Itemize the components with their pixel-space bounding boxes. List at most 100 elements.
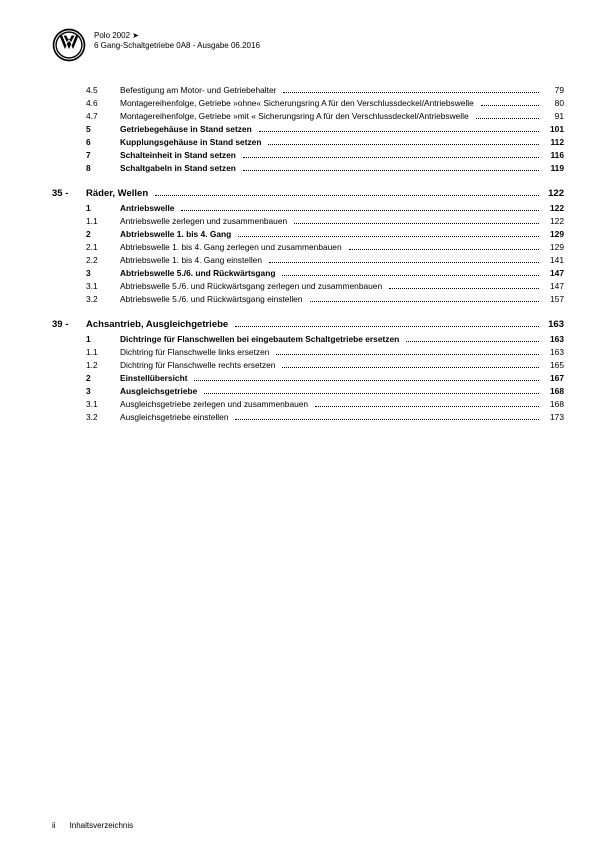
entry-label: Abtriebswelle 1. bis 4. Gang zerlegen un… xyxy=(120,241,346,254)
leader-dots xyxy=(235,413,539,419)
toc-section: 35 -Räder, Wellen1221Antriebswelle1221.1… xyxy=(86,187,564,306)
leader-dots xyxy=(406,335,539,341)
toc-entry: 1.1Dichtring für Flanschwelle links erse… xyxy=(86,346,564,359)
entry-number: 3 xyxy=(86,385,120,398)
entry-label: Schaltgabeln in Stand setzen xyxy=(120,162,240,175)
toc-entry: 1.1Antriebswelle zerlegen und zusammenba… xyxy=(86,215,564,228)
entry-label: Dichtring für Flanschwelle rechts ersetz… xyxy=(120,359,279,372)
entry-number: 2 xyxy=(86,228,120,241)
entry-label: Ausgleichsgetriebe einstellen xyxy=(120,411,232,424)
toc-entry: 3.2Ausgleichsgetriebe einstellen 173 xyxy=(86,411,564,424)
entry-page: 79 xyxy=(542,84,564,97)
entry-label: Einstellübersicht xyxy=(120,372,191,385)
entry-page: 119 xyxy=(542,162,564,175)
leader-dots xyxy=(476,113,539,119)
entry-page: 173 xyxy=(542,411,564,424)
entry-number: 1 xyxy=(86,333,120,346)
leader-dots xyxy=(282,270,539,276)
chapter-title: Räder, Wellen xyxy=(86,187,152,202)
entry-label: Antriebswelle zerlegen und zusammenbauen xyxy=(120,215,291,228)
entry-number: 3 xyxy=(86,267,120,280)
toc-entry: 4.7Montagereihenfolge, Getriebe »mit « S… xyxy=(86,110,564,123)
entry-label: Montagereihenfolge, Getriebe »mit « Sich… xyxy=(120,110,473,123)
leader-dots xyxy=(155,189,539,196)
entry-number: 8 xyxy=(86,162,120,175)
entry-number: 2 xyxy=(86,372,120,385)
chapter-heading: 35 -Räder, Wellen 122 xyxy=(52,187,564,202)
entry-page: 129 xyxy=(542,241,564,254)
toc-entry: 3.1Ausgleichsgetriebe zerlegen und zusam… xyxy=(86,398,564,411)
entry-page: 122 xyxy=(542,202,564,215)
toc-section: 39 -Achsantrieb, Ausgleichgetriebe1631Di… xyxy=(86,318,564,424)
toc-entry: 4.5Befestigung am Motor- und Getriebehal… xyxy=(86,84,564,97)
entry-number: 2.1 xyxy=(86,241,120,254)
entry-page: 147 xyxy=(542,267,564,280)
leader-dots xyxy=(204,387,539,393)
entry-number: 7 xyxy=(86,149,120,162)
leader-dots xyxy=(243,152,539,158)
table-of-contents: 4.5Befestigung am Motor- und Getriebehal… xyxy=(52,84,564,424)
toc-entry: 2.1Abtriebswelle 1. bis 4. Gang zerlegen… xyxy=(86,241,564,254)
entry-label: Befestigung am Motor- und Getriebehalter xyxy=(120,84,280,97)
entry-label: Abtriebswelle 1. bis 4. Gang xyxy=(120,228,235,241)
vw-logo-icon xyxy=(52,28,86,62)
toc-entry: 3Ausgleichsgetriebe 168 xyxy=(86,385,564,398)
entry-label: Ausgleichsgetriebe zerlegen und zusammen… xyxy=(120,398,312,411)
entry-page: 112 xyxy=(542,136,564,149)
entry-page: 165 xyxy=(542,359,564,372)
chapter-number: 39 - xyxy=(52,318,86,333)
entry-page: 163 xyxy=(542,346,564,359)
entry-page: 116 xyxy=(542,149,564,162)
entry-page: 157 xyxy=(542,293,564,306)
entry-label: Dichtring für Flanschwelle links ersetze… xyxy=(120,346,273,359)
entry-page: 91 xyxy=(542,110,564,123)
footer-page-number: ii xyxy=(52,821,56,830)
leader-dots xyxy=(349,244,539,250)
chapter-number: 35 - xyxy=(52,187,86,202)
toc-entry: 8Schaltgabeln in Stand setzen 119 xyxy=(86,162,564,175)
header-model: Polo 2002 ➤ xyxy=(94,31,260,41)
leader-dots xyxy=(235,320,539,327)
entry-number: 3.1 xyxy=(86,398,120,411)
chapter-title: Achsantrieb, Ausgleichgetriebe xyxy=(86,318,232,333)
entry-page: 141 xyxy=(542,254,564,267)
entry-number: 1.2 xyxy=(86,359,120,372)
leader-dots xyxy=(276,348,539,354)
toc-entry: 1Antriebswelle 122 xyxy=(86,202,564,215)
entry-label: Getriebegehäuse in Stand setzen xyxy=(120,123,256,136)
entry-label: Abtriebswelle 5./6. und Rückwärtsgang ze… xyxy=(120,280,386,293)
toc-entry: 1Dichtringe für Flanschwellen bei eingeb… xyxy=(86,333,564,346)
leader-dots xyxy=(294,218,539,224)
entry-label: Dichtringe für Flanschwellen bei eingeba… xyxy=(120,333,403,346)
entry-label: Antriebswelle xyxy=(120,202,178,215)
toc-entry: 5Getriebegehäuse in Stand setzen 101 xyxy=(86,123,564,136)
toc-entry: 3Abtriebswelle 5./6. und Rückwärtsgang 14… xyxy=(86,267,564,280)
entry-page: 168 xyxy=(542,385,564,398)
leader-dots xyxy=(282,361,539,367)
entry-label: Schalteinheit in Stand setzen xyxy=(120,149,240,162)
toc-entry: 3.1Abtriebswelle 5./6. und Rückwärtsgang… xyxy=(86,280,564,293)
entry-label: Ausgleichsgetriebe xyxy=(120,385,201,398)
entry-number: 1.1 xyxy=(86,346,120,359)
leader-dots xyxy=(310,296,540,302)
leader-dots xyxy=(243,165,539,171)
toc-entry: 2Einstellübersicht167 xyxy=(86,372,564,385)
chapter-page: 122 xyxy=(542,187,564,202)
entry-label: Abtriebswelle 1. bis 4. Gang einstellen xyxy=(120,254,266,267)
entry-page: 80 xyxy=(542,97,564,110)
leader-dots xyxy=(283,87,539,93)
leader-dots xyxy=(268,139,539,145)
entry-number: 3.2 xyxy=(86,411,120,424)
leader-dots xyxy=(238,231,539,237)
entry-number: 3.1 xyxy=(86,280,120,293)
header: Polo 2002 ➤ 6 Gang-Schaltgetriebe 0A8 - … xyxy=(52,28,564,62)
entry-number: 2.2 xyxy=(86,254,120,267)
entry-label: Abtriebswelle 5./6. und Rückwärtsgang xyxy=(120,267,279,280)
leader-dots xyxy=(269,257,539,263)
entry-page: 122 xyxy=(542,215,564,228)
entry-label: Kupplungsgehäuse in Stand setzen xyxy=(120,136,265,149)
entry-number: 5 xyxy=(86,123,120,136)
entry-page: 101 xyxy=(542,123,564,136)
entry-number: 6 xyxy=(86,136,120,149)
entry-number: 1 xyxy=(86,202,120,215)
